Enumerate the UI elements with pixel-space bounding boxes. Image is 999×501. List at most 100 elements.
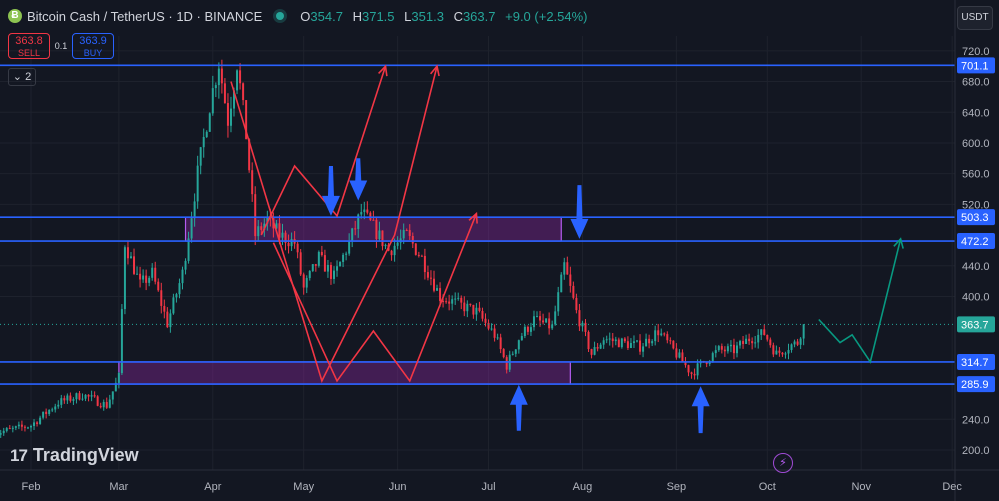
- blue-up-arrow: [691, 386, 710, 434]
- candle-body: [175, 294, 178, 298]
- candle-body: [0, 433, 2, 435]
- candle-body: [496, 337, 499, 339]
- candle-body: [254, 194, 257, 237]
- candle-body: [2, 430, 5, 434]
- spread-value: 0.1: [54, 41, 68, 51]
- y-tick-label: 440.0: [962, 261, 990, 273]
- bitcoin-cash-logo-icon: Ƀ: [8, 9, 22, 23]
- y-tick-label: 400.0: [962, 291, 990, 303]
- candle-body: [114, 382, 117, 392]
- candle-body: [781, 352, 784, 355]
- candle-body: [514, 349, 517, 354]
- tradingview-mark-icon: 17: [10, 445, 28, 465]
- candle-body: [33, 422, 36, 427]
- candle-body: [614, 339, 617, 342]
- candle-body: [242, 83, 245, 101]
- candle-body: [790, 344, 793, 350]
- candle-body: [278, 223, 281, 238]
- candle-body: [799, 338, 802, 345]
- y-tick-label: 520.0: [962, 199, 990, 211]
- candle-body: [426, 272, 429, 278]
- candle-body: [226, 103, 229, 126]
- candle-body: [566, 262, 569, 275]
- candle-body: [578, 310, 581, 327]
- red-arrowhead: [429, 64, 440, 77]
- candle-body: [36, 422, 39, 424]
- candle-body: [248, 139, 251, 171]
- currency-selector[interactable]: USDT: [957, 6, 993, 30]
- candle-body: [339, 261, 342, 267]
- lightning-icon[interactable]: ⚡︎: [773, 453, 793, 473]
- candle-body: [669, 340, 672, 342]
- candle-body: [148, 277, 151, 283]
- candle-body: [663, 333, 666, 335]
- candle-body: [423, 255, 426, 273]
- candle-body: [693, 373, 696, 376]
- candle-body: [684, 361, 687, 366]
- candle-body: [151, 267, 154, 278]
- ohlc-change-value: +9.0 (+2.54%): [505, 8, 588, 24]
- candle-body: [520, 336, 523, 341]
- candle-body: [284, 232, 287, 243]
- candle-body: [11, 427, 14, 429]
- candle-body: [593, 347, 596, 355]
- candle-body: [657, 330, 660, 336]
- candle-body: [769, 339, 772, 346]
- candle-body: [17, 424, 20, 427]
- candle-body: [745, 338, 748, 344]
- time-axis[interactable]: Feb Mar Apr May Jun Jul Aug Sep Oct Nov Dec: [0, 469, 999, 493]
- candle-body: [696, 363, 699, 376]
- candle-body: [711, 353, 714, 362]
- candle-body: [451, 299, 454, 304]
- candle-body: [629, 343, 632, 348]
- candle-body: [457, 297, 460, 299]
- x-tick-label: Oct: [759, 481, 776, 493]
- candle-body: [717, 346, 720, 351]
- candle-body: [302, 274, 305, 288]
- candle-body: [96, 396, 99, 406]
- level-price-label: 503.3: [961, 212, 989, 224]
- candle-body: [757, 334, 760, 343]
- candle-body: [632, 341, 635, 344]
- candle-body: [605, 339, 608, 341]
- candle-body: [466, 303, 469, 312]
- candle-body: [111, 391, 114, 400]
- ohlc-high-value: 371.5: [361, 8, 395, 24]
- candle-body: [30, 426, 32, 428]
- indicators-toggle-button[interactable]: ⌄ 2: [8, 68, 36, 86]
- buy-button[interactable]: 363.9 BUY: [72, 33, 114, 59]
- ohlc-close-value: 363.7: [462, 8, 496, 24]
- candle-body: [187, 238, 190, 261]
- candles-layer: [0, 59, 805, 438]
- price-axis[interactable]: 200.0 240.0 400.0 440.0 520.0 560.0 600.0 640.0…: [954, 0, 999, 501]
- candle-body: [133, 256, 136, 274]
- candle-body: [8, 428, 11, 430]
- y-tick-label: 600.0: [962, 138, 990, 150]
- candle-body: [648, 338, 651, 344]
- candle-body: [45, 411, 48, 414]
- tradingview-logo[interactable]: 17 TradingView: [10, 445, 139, 466]
- projection-arrowhead: [893, 237, 904, 249]
- candle-body: [439, 288, 442, 301]
- candle-body: [57, 404, 60, 407]
- candle-body: [581, 322, 584, 327]
- candle-body: [760, 329, 763, 335]
- candle-body: [199, 147, 202, 166]
- candle-body: [245, 100, 248, 140]
- candle-body: [490, 328, 493, 330]
- candle-body: [299, 252, 302, 275]
- symbol-title[interactable]: Bitcoin Cash / TetherUS · 1D · BINANCE: [27, 8, 263, 24]
- candle-body: [414, 243, 417, 255]
- sell-button[interactable]: 363.8 SELL: [8, 33, 50, 59]
- candle-body: [787, 349, 790, 354]
- candle-body: [296, 243, 299, 253]
- candle-body: [99, 405, 102, 408]
- candle-body: [557, 292, 560, 312]
- candle-body: [681, 352, 684, 362]
- y-tick-label: 640.0: [962, 107, 990, 119]
- candle-body: [775, 350, 778, 355]
- blue-down-arrow: [349, 158, 368, 201]
- candle-body: [393, 245, 396, 256]
- candle-body: [526, 326, 529, 332]
